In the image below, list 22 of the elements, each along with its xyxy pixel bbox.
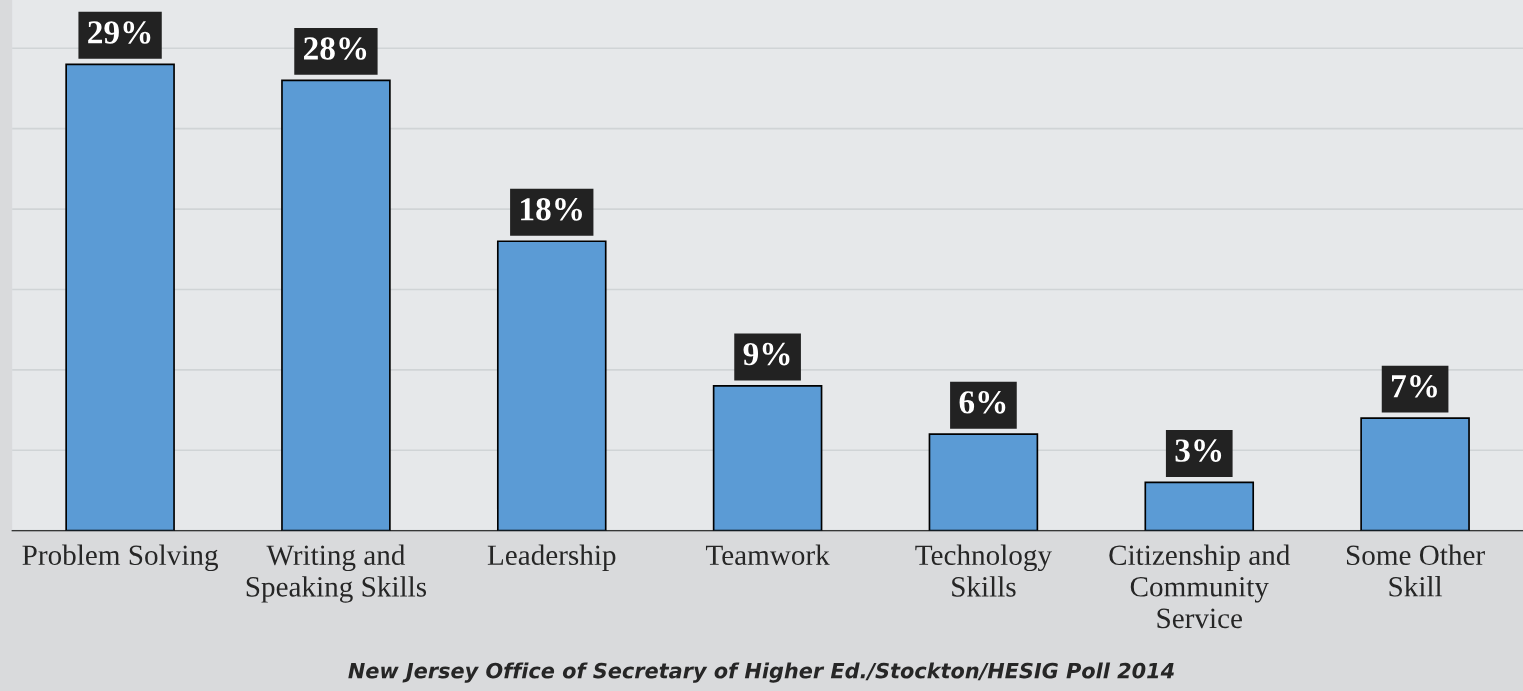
data-label: 18% (521, 198, 582, 221)
bar (65, 63, 175, 531)
data-label: 7% (1391, 374, 1437, 398)
data-label: 3% (1175, 439, 1222, 462)
x-tick-label: Leadership (487, 544, 616, 572)
bar (712, 385, 823, 531)
data-label: 29% (88, 21, 151, 44)
data-label: 28% (304, 37, 367, 60)
data-label: 6% (959, 391, 1006, 414)
bar (928, 433, 1039, 531)
x-tick-label: Problem Solving (22, 544, 218, 572)
x-tick-label: Citizenship and Community Service (1109, 544, 1291, 629)
bar (281, 79, 391, 531)
x-tick-label: Some Other Skill (1346, 544, 1485, 597)
x-tick-label: Writing and Speaking Skills (246, 544, 427, 603)
x-tick-label: Teamwork (705, 544, 830, 566)
bar (1144, 481, 1255, 531)
text: New Jersey Office of Secretary of Higher Ed./Stockton/HESIG Poll 2014 (348, 662, 1174, 683)
x-tick-label: Technology Skills (915, 544, 1052, 597)
bar (496, 240, 607, 531)
bar (1360, 417, 1470, 531)
data-label: 9% (743, 342, 790, 366)
